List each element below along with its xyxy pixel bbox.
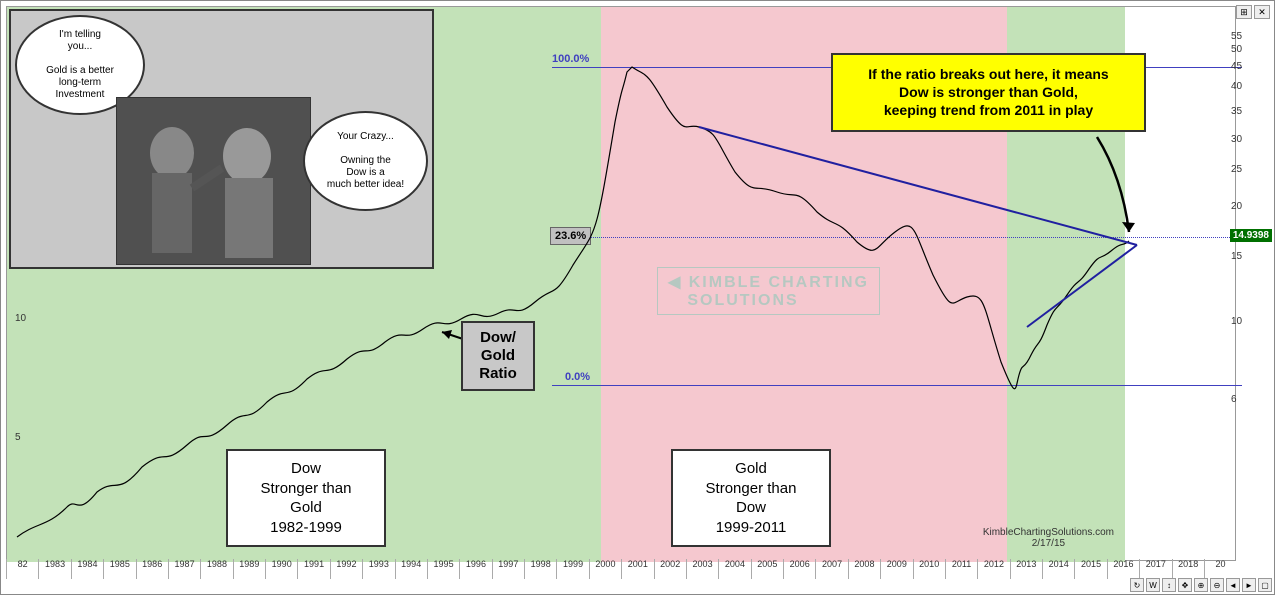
x-tick: 2012 bbox=[977, 559, 1009, 579]
tool-btn[interactable]: ⊕ bbox=[1194, 578, 1208, 592]
y-tick-r: 40 bbox=[1231, 81, 1242, 92]
arrow-yellow-head bbox=[1122, 222, 1135, 232]
x-tick: 1985 bbox=[103, 559, 135, 579]
x-tick: 2011 bbox=[945, 559, 977, 579]
x-tick: 1986 bbox=[136, 559, 168, 579]
x-tick: 1988 bbox=[200, 559, 232, 579]
x-tick: 2016 bbox=[1107, 559, 1139, 579]
x-tick: 2014 bbox=[1042, 559, 1074, 579]
x-tick: 1992 bbox=[330, 559, 362, 579]
y-tick-r: 45 bbox=[1231, 61, 1242, 72]
x-tick: 1987 bbox=[168, 559, 200, 579]
trendline-lower bbox=[1027, 245, 1137, 327]
x-tick: 1989 bbox=[233, 559, 265, 579]
cartoon-photo bbox=[116, 97, 311, 265]
dow-stronger-text: DowStronger thanGold1982-1999 bbox=[261, 460, 352, 536]
y-tick-left-10: 10 bbox=[15, 313, 26, 324]
y-tick-r: 15 bbox=[1231, 251, 1242, 262]
y-tick-r: 6 bbox=[1231, 394, 1237, 405]
top-icons: ⊞ ✕ bbox=[1236, 5, 1270, 19]
x-tick: 2003 bbox=[686, 559, 718, 579]
gold-stronger-text: GoldStronger thanDow1999-2011 bbox=[706, 460, 797, 536]
tool-btn[interactable]: ► bbox=[1242, 578, 1256, 592]
arrow-yellow bbox=[1097, 137, 1129, 232]
y-tick-r: 30 bbox=[1231, 134, 1242, 145]
x-tick: 2018 bbox=[1172, 559, 1204, 579]
trendline-upper bbox=[699, 127, 1137, 245]
x-tick: 2009 bbox=[880, 559, 912, 579]
gold-stronger-box: GoldStronger thanDow1999-2011 bbox=[671, 449, 831, 547]
tool-btn[interactable]: W bbox=[1146, 578, 1160, 592]
arrow-ratio-head bbox=[442, 330, 452, 339]
x-tick: 1994 bbox=[395, 559, 427, 579]
x-tick: 2013 bbox=[1010, 559, 1042, 579]
y-tick-r: 35 bbox=[1231, 106, 1242, 117]
x-tick: 1996 bbox=[459, 559, 491, 579]
bubble1-text: I'm tellingyou...Gold is a betterlong-te… bbox=[46, 29, 114, 101]
x-tick: 2001 bbox=[621, 559, 653, 579]
x-axis: 8219831984198519861987198819891990199119… bbox=[6, 559, 1236, 579]
x-tick: 1984 bbox=[71, 559, 103, 579]
maximize-icon[interactable]: ⊞ bbox=[1236, 5, 1252, 19]
current-price-badge: 14.9398 bbox=[1230, 229, 1272, 242]
y-tick-r: 20 bbox=[1231, 201, 1242, 212]
y-tick-r: 50 bbox=[1231, 44, 1242, 55]
x-tick: 2005 bbox=[751, 559, 783, 579]
speech-bubble-dow: Your Crazy...Owning theDow is amuch bett… bbox=[303, 111, 428, 211]
x-tick: 1990 bbox=[265, 559, 297, 579]
x-tick: 2017 bbox=[1139, 559, 1171, 579]
x-tick: 2002 bbox=[654, 559, 686, 579]
ratio-label-text: Dow/GoldRatio bbox=[479, 329, 517, 382]
tool-btn[interactable]: ◄ bbox=[1226, 578, 1240, 592]
chart-container: 100.0% 23.6% 0.0% ◀ KIMBLE CHARTING SOLU… bbox=[0, 0, 1275, 595]
ratio-label-box: Dow/GoldRatio bbox=[461, 321, 535, 391]
attribution: KimbleChartingSolutions.com2/17/15 bbox=[983, 527, 1114, 549]
x-tick: 2010 bbox=[913, 559, 945, 579]
close-icon[interactable]: ✕ bbox=[1254, 5, 1270, 19]
y-tick-r: 10 bbox=[1231, 316, 1242, 327]
bubble2-text: Your Crazy...Owning theDow is amuch bett… bbox=[327, 131, 404, 191]
x-tick: 1997 bbox=[492, 559, 524, 579]
bottom-toolbar: ↻W↕✥⊕⊖◄►▢ bbox=[1130, 578, 1272, 592]
x-tick: 2007 bbox=[815, 559, 847, 579]
x-tick: 1998 bbox=[524, 559, 556, 579]
cartoon-figures bbox=[117, 98, 312, 266]
x-tick: 2008 bbox=[848, 559, 880, 579]
tool-btn[interactable]: ↻ bbox=[1130, 578, 1144, 592]
x-tick: 2015 bbox=[1074, 559, 1106, 579]
x-tick: 82 bbox=[6, 559, 38, 579]
x-tick: 2004 bbox=[718, 559, 750, 579]
tool-btn[interactable]: ▢ bbox=[1258, 578, 1272, 592]
x-tick: 2000 bbox=[589, 559, 621, 579]
tool-btn[interactable]: ✥ bbox=[1178, 578, 1192, 592]
tool-btn[interactable]: ⊖ bbox=[1210, 578, 1224, 592]
x-tick: 1991 bbox=[297, 559, 329, 579]
tool-btn[interactable]: ↕ bbox=[1162, 578, 1176, 592]
y-tick-left-5: 5 bbox=[15, 432, 21, 443]
x-tick: 1983 bbox=[38, 559, 70, 579]
x-tick: 20 bbox=[1204, 559, 1236, 579]
x-tick: 1999 bbox=[556, 559, 588, 579]
yellow-note-text: If the ratio breaks out here, it meansDo… bbox=[868, 66, 1108, 118]
y-tick-r: 55 bbox=[1231, 31, 1242, 42]
x-tick: 2006 bbox=[783, 559, 815, 579]
yellow-note-box: If the ratio breaks out here, it meansDo… bbox=[831, 53, 1146, 132]
dow-stronger-box: DowStronger thanGold1982-1999 bbox=[226, 449, 386, 547]
y-axis-right: 55 50 45 40 35 30 25 20 15 10 6 bbox=[1231, 6, 1266, 561]
y-tick-r: 25 bbox=[1231, 164, 1242, 175]
x-tick: 1993 bbox=[362, 559, 394, 579]
cartoon-panel: I'm tellingyou...Gold is a betterlong-te… bbox=[9, 9, 434, 269]
x-tick: 1995 bbox=[427, 559, 459, 579]
